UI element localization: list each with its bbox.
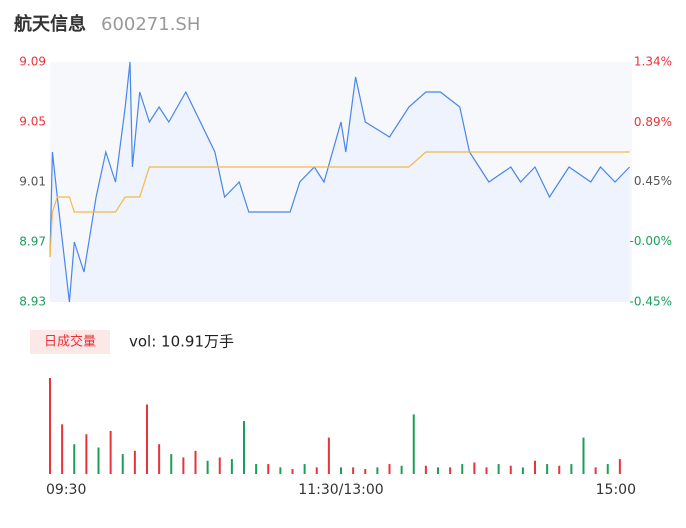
volume-bar xyxy=(437,467,439,474)
volume-bar xyxy=(230,459,233,474)
y-tick-label: 9.05 xyxy=(19,115,46,129)
volume-bar xyxy=(73,444,76,474)
volume-bar xyxy=(279,467,282,474)
volume-bar xyxy=(449,467,452,474)
y2-tick-label: 0.45% xyxy=(634,174,672,188)
line-average xyxy=(49,151,630,258)
volume-bar xyxy=(291,469,294,474)
volume-bar xyxy=(364,469,367,474)
volume-bar xyxy=(594,467,597,474)
x-tick-label: 09:30 xyxy=(46,482,86,498)
volume-bar xyxy=(521,467,524,474)
volume-bar xyxy=(546,464,549,474)
y-tick-label: 9.09 xyxy=(19,55,46,69)
legend-bg xyxy=(30,330,110,354)
volume-bar xyxy=(170,454,173,474)
volume-bar xyxy=(400,465,403,474)
volume-bar xyxy=(182,457,185,474)
volume-bar xyxy=(121,454,124,474)
volume-bar xyxy=(327,437,330,474)
volume-bar xyxy=(218,457,221,474)
stock-name: 航天信息 xyxy=(14,13,86,35)
price-area xyxy=(50,62,630,302)
y2-tick-label: -0.00% xyxy=(630,234,672,248)
volume-bar xyxy=(315,467,318,474)
volume-bar xyxy=(497,464,500,474)
volume-bar xyxy=(509,465,512,474)
stock-code: 600271.SH xyxy=(101,14,200,35)
volume-bar xyxy=(352,467,355,474)
y2-tick-label: -0.45% xyxy=(630,295,672,309)
y-tick-label: 9.01 xyxy=(19,175,46,189)
volume-bar xyxy=(109,430,112,474)
volume-bar xyxy=(158,444,161,474)
y2-tick-label: 1.34% xyxy=(634,55,672,69)
volume-bar xyxy=(61,424,64,474)
volume-bar xyxy=(303,464,306,474)
volume-bar xyxy=(485,467,488,474)
volume-bar xyxy=(582,437,585,474)
volume-bar xyxy=(606,464,609,474)
y2-tick-label: 0.89% xyxy=(634,115,672,129)
volume-bar xyxy=(340,467,342,474)
volume-bar xyxy=(473,462,476,474)
volume-bar xyxy=(424,465,427,474)
volume-bar xyxy=(146,404,148,474)
volume-bar xyxy=(97,447,100,474)
volume-bar xyxy=(558,465,561,474)
volume-bar xyxy=(49,378,51,474)
volume-bar xyxy=(376,467,379,474)
x-tick-label: 11:30/13:00 xyxy=(298,482,383,498)
line-price xyxy=(49,61,631,303)
volume-bar xyxy=(412,414,415,474)
volume-bar xyxy=(534,460,536,474)
volume-summary: vol: 10.91万手 xyxy=(129,333,234,351)
x-tick-label: 15:00 xyxy=(596,482,636,498)
volume-bar xyxy=(243,421,245,474)
y-tick-label: 8.97 xyxy=(19,235,46,249)
volume-bar xyxy=(461,464,464,474)
volume-bar xyxy=(255,464,258,474)
volume-bar xyxy=(570,464,573,474)
volume-bar xyxy=(85,434,88,474)
volume-legend: 日成交量 xyxy=(44,334,96,350)
volume-bar xyxy=(618,459,621,474)
volume-bar xyxy=(133,450,136,474)
y-tick-label: 8.93 xyxy=(19,295,46,309)
volume-bar xyxy=(267,464,270,474)
volume-bar xyxy=(206,460,209,474)
volume-bar xyxy=(388,464,391,474)
volume-bar xyxy=(194,450,197,474)
